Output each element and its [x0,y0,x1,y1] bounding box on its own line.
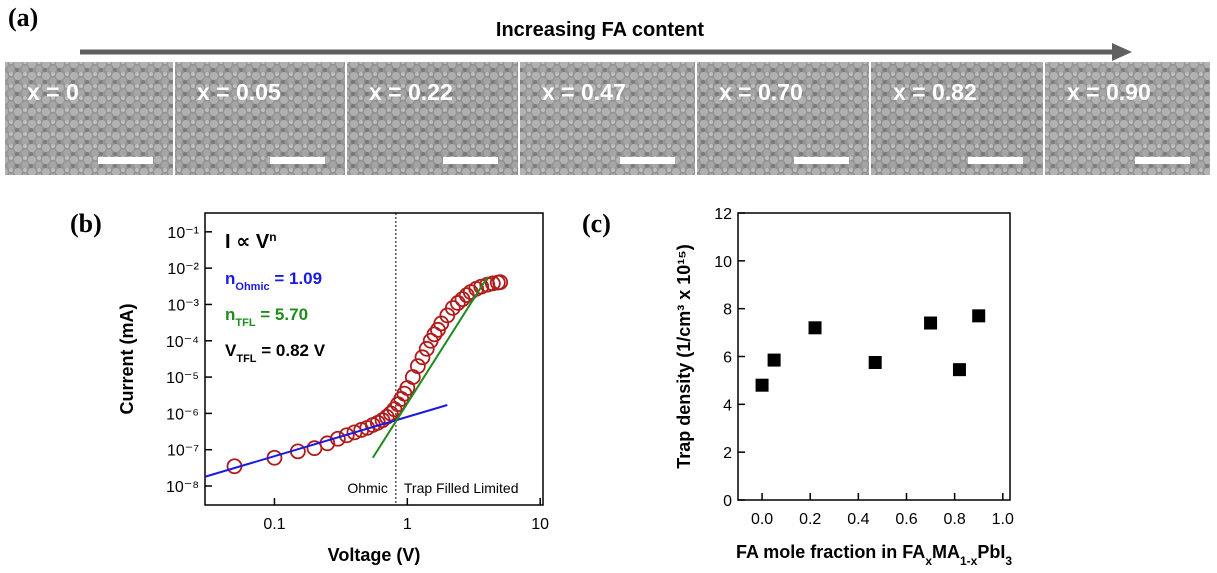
plot-frame [204,212,544,506]
annotation-sub: Ohmic [235,281,269,293]
sem-image [347,62,518,175]
scale-bar [968,157,1023,164]
sem-image [5,62,173,175]
scale-bar [443,157,498,164]
annotation-sup: n [269,230,276,244]
sem-image [871,62,1043,175]
x-tick-label: 10 [531,516,549,533]
y-tick-label: 10⁻¹ [167,225,199,242]
y-tick-label: 12 [714,206,732,223]
x-tick-label: 1 [403,516,412,533]
point [409,358,426,375]
sem-label: x = 0.82 [893,79,977,105]
point [868,355,882,369]
x-axis-label-part: FA mole fraction in FA [736,542,925,562]
sem-label: x = 0.47 [542,79,626,105]
region-label: Trap Filled Limited [404,480,519,496]
annotation: VTFL = 0.82 V [225,341,326,365]
y-axis-label: Current (mA) [117,303,137,414]
annotation-text: n [225,305,235,324]
y-tick-label: 4 [723,397,732,414]
y-tick-label: 10⁻³ [167,297,199,314]
sem-image [520,62,695,175]
point [338,427,355,444]
annotation-tail: = 1.09 [270,269,322,288]
x-tick-label: 0.4 [847,511,869,528]
annotation-sub: TFL [236,353,256,365]
x-axis-label-part: PbI [977,542,1005,562]
region-label: Ohmic [347,480,387,496]
x-axis-label-part: MA [932,542,960,562]
x-axis-label-part: 3 [1005,554,1012,568]
annotation: nTFL = 5.70 [225,305,308,329]
scale-bar [620,157,675,164]
annotation: I ∝ Vn [225,230,277,253]
annotation-text: V [225,341,237,360]
y-tick-label: 10⁻⁶ [166,406,199,423]
point [414,349,431,366]
y-tick-label: 10⁻⁵ [166,370,199,387]
y-tick-label: 6 [723,350,732,367]
x-tick-label: 0.2 [799,511,821,528]
y-tick-label: 10 [714,254,732,271]
sem-image [175,62,345,175]
point [972,309,986,323]
point [418,340,435,357]
x-tick-label: 1.0 [992,511,1014,528]
annotation-text: n [225,269,235,288]
y-tick-label: 10⁻⁴ [166,334,199,351]
point [755,378,769,392]
scale-bar [1135,157,1190,164]
sem-label: x = 0.22 [369,79,453,105]
y-tick-label: 2 [723,445,732,462]
scale-bar [98,157,153,164]
sem-label: x = 0.90 [1067,79,1151,105]
sem-label: x = 0 [27,79,79,105]
annotation-tail: = 5.70 [256,305,308,324]
point [444,300,461,316]
fit-line [204,404,448,478]
x-axis-label: FA mole fraction in FAxMA1-xPbI3 [736,542,1012,568]
y-tick-label: 8 [723,302,732,319]
point [808,321,822,335]
panel-label: (b) [70,209,102,238]
sem-label: x = 0.05 [197,79,281,105]
point [924,316,938,330]
y-axis-label: Trap density (1/cm³ x 10¹⁵) [674,244,694,469]
panel-label: (c) [582,209,611,238]
point [492,274,509,291]
annotation: nOhmic = 1.09 [225,269,322,293]
arrow-head [1112,43,1132,61]
x-tick-label: 0.8 [944,511,966,528]
scale-bar [794,157,849,164]
y-tick-label: 10⁻² [167,261,199,278]
sem-image [1045,62,1210,175]
y-tick-label: 10⁻⁸ [166,479,199,496]
sem-label: x = 0.70 [719,79,803,105]
scale-bar [270,157,325,164]
x-tick-label: 0.6 [895,511,917,528]
x-axis-label-part: x [925,554,932,568]
point [473,278,490,295]
point [952,363,966,377]
point [484,275,501,292]
x-tick-label: 0.0 [751,511,773,528]
fit-line [371,276,489,459]
y-tick-label: 10⁻⁷ [167,443,199,460]
annotation-tail: = 0.82 V [257,341,326,360]
sem-panel: x = 0 x = 0.05 x = 0.22 x = 0.47 x = 0.70 x =… [5,62,1210,175]
panel-label: (a) [8,3,38,32]
x-tick-label: 0.1 [263,516,285,533]
sem-image [697,62,869,175]
point [767,353,781,367]
annotation-sub: TFL [235,317,255,329]
y-tick-label: 0 [723,493,732,510]
annotation-text: I ∝ V [225,231,270,253]
x-axis-label: Voltage (V) [328,545,421,565]
x-axis-label-part: 1-x [960,554,978,568]
point [449,295,466,311]
sem-title: Increasing FA content [496,19,705,41]
